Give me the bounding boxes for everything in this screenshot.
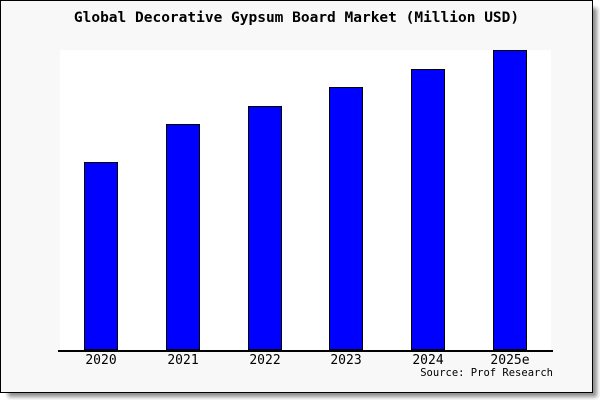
plot-area [60, 50, 551, 350]
bar-2025e [493, 50, 527, 350]
bar-2020 [84, 162, 118, 350]
bar-2024 [411, 69, 445, 350]
x-tick-label-2021: 2021 [167, 353, 199, 368]
chart-title: Global Decorative Gypsum Board Market (M… [73, 10, 520, 26]
source-credit: Source: Prof Research [420, 367, 553, 379]
bar-2021 [166, 124, 200, 350]
bar-2022 [248, 106, 282, 350]
x-tick-label-2023: 2023 [330, 353, 362, 368]
x-axis-line [58, 350, 553, 352]
x-tick-label-2020: 2020 [85, 353, 117, 368]
chart-card: Global Decorative Gypsum Board Market (M… [0, 0, 593, 393]
x-tick-label-2022: 2022 [249, 353, 281, 368]
x-tick-label-2025e: 2025e [490, 353, 530, 368]
bar-2023 [329, 87, 363, 350]
x-tick-label-2024: 2024 [412, 353, 444, 368]
